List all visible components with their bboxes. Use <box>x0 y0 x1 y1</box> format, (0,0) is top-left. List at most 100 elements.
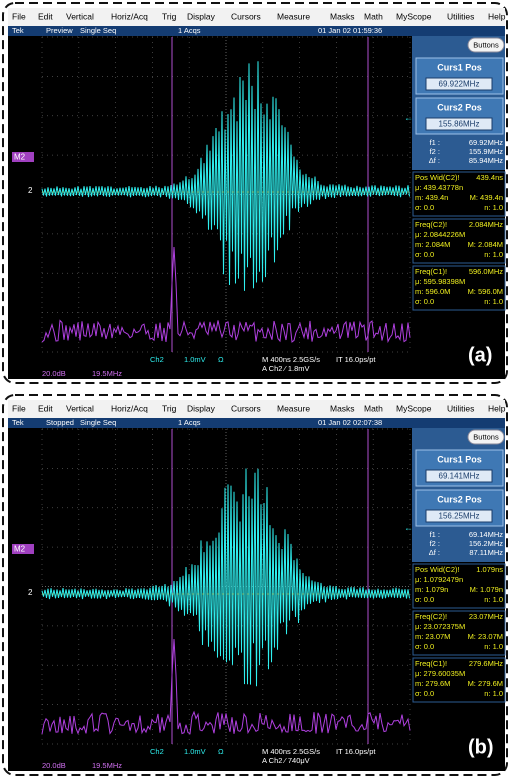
resolution: IT 16.0ps/pt <box>336 355 376 364</box>
measure-stat: M: 23.07M <box>468 632 503 641</box>
cursor-arrow: ← <box>404 112 413 122</box>
menu-item[interactable]: MyScope <box>396 11 432 21</box>
screen <box>8 428 412 771</box>
cursor-value: 155.86MHz <box>439 120 480 129</box>
buttons-btn[interactable] <box>467 429 505 445</box>
buttons-btn[interactable] <box>467 37 505 53</box>
menu-item[interactable]: Display <box>187 11 216 21</box>
cursor-value-box <box>425 77 493 91</box>
status-text: Single Seq <box>80 418 116 427</box>
measure-stat: μ: 1.0792479n <box>415 575 463 584</box>
readout-value: 87.11MHz <box>469 548 503 557</box>
math-freq: 19.5MHz <box>92 369 122 378</box>
channel-marker: 2 <box>28 186 33 195</box>
menu-item[interactable]: Cursors <box>231 403 261 413</box>
measure-title: Pos Wid(C2)! <box>415 173 460 182</box>
panel-label: (b) <box>468 736 494 758</box>
measure-title: Freq(C2)! <box>415 612 447 621</box>
status-text: Preview <box>46 26 73 35</box>
measure-stat: m: 2.084M <box>415 240 450 249</box>
status-text: Tek <box>12 418 24 427</box>
measure-stat: M: 1.079n <box>470 585 503 594</box>
status-text: Stopped <box>46 418 74 427</box>
math-marker-bg <box>12 152 34 162</box>
panel-label: (a) <box>468 344 492 366</box>
menu-item[interactable]: File <box>12 11 26 21</box>
math-scale: 20.0dB <box>42 369 66 378</box>
status-bar <box>8 418 505 428</box>
timebase: M 400ns 2.5GS/s <box>262 747 320 756</box>
channel-label: Ch2 <box>150 747 164 756</box>
measure-stat: M: 2.084M <box>468 240 503 249</box>
menu-item[interactable]: Math <box>364 11 383 21</box>
readout-value: 156.2MHz <box>469 539 503 548</box>
menu-item[interactable]: Help <box>488 403 506 413</box>
menu-item[interactable]: Measure <box>277 403 310 413</box>
menu-item[interactable]: Horiz/Acq <box>111 403 148 413</box>
menu-item[interactable]: Help <box>488 11 506 21</box>
status-text: Tek <box>12 26 24 35</box>
cursor-title: Curs2 Pos <box>437 102 482 112</box>
status-text: Single Seq <box>80 26 116 35</box>
scope-panel: File Edit Vertical Horiz/Acq Trig Display Curs… <box>2 394 508 776</box>
status-text: 1 Acqs <box>178 418 201 427</box>
cursor-title: Curs1 Pos <box>437 62 482 72</box>
measure-stat: m: 279.6M <box>415 679 450 688</box>
channel-label: Ch2 <box>150 355 164 364</box>
math-scale: 20.0dB <box>42 761 66 770</box>
measure-stat: σ: 0.0 <box>415 203 434 212</box>
menu-item[interactable]: Trig <box>162 11 177 21</box>
menu-item[interactable]: Vertical <box>66 11 94 21</box>
measure-title: Pos Wid(C2)! <box>415 565 460 574</box>
measure-stat: n: 1.0 <box>484 642 503 651</box>
status-text: 01 Jan 02 01:59:36 <box>318 26 382 35</box>
measure-stat: n: 1.0 <box>484 203 503 212</box>
channel-coupling: Ω <box>218 355 224 364</box>
measure-box <box>412 218 506 264</box>
menu-item[interactable]: File <box>12 403 26 413</box>
menu-item[interactable]: Cursors <box>231 11 261 21</box>
measure-box <box>412 265 506 311</box>
measure-stat: M: 279.6M <box>468 679 503 688</box>
measure-stat: m: 439.4n <box>415 193 448 202</box>
waveform-ch2 <box>41 61 410 291</box>
math-marker: M2 <box>14 153 26 162</box>
measure-value: 23.07MHz <box>469 612 503 621</box>
measure-stat: n: 1.0 <box>484 250 503 259</box>
measure-title: Freq(C2)! <box>415 220 447 229</box>
readout-value: 69.92MHz <box>469 138 503 147</box>
readout-label: f2 : <box>430 539 440 548</box>
measure-box <box>412 610 506 656</box>
measure-stat: m: 23.07M <box>415 632 450 641</box>
menu-item[interactable]: Masks <box>330 11 355 21</box>
menu-item[interactable]: MyScope <box>396 403 432 413</box>
menu-item[interactable]: Utilities <box>447 11 474 21</box>
menu-item[interactable]: Masks <box>330 403 355 413</box>
menu-item[interactable]: Edit <box>38 11 53 21</box>
cursor-value: 69.922MHz <box>439 80 480 89</box>
status-text: 01 Jan 02 02:07:38 <box>318 418 382 427</box>
measure-value: 596.0MHz <box>469 267 503 276</box>
readout-label: f1 : <box>430 530 440 539</box>
menu-bar <box>8 8 505 26</box>
cursor-title: Curs1 Pos <box>437 454 482 464</box>
waveform-ch2 <box>41 468 410 687</box>
resolution: IT 16.0ps/pt <box>336 747 376 756</box>
waveform-math <box>41 638 411 735</box>
cursor-value: 156.25MHz <box>439 512 480 521</box>
menu-item[interactable]: Edit <box>38 403 53 413</box>
menu-item[interactable]: Measure <box>277 11 310 21</box>
measure-stat: m: 1.079n <box>415 585 448 594</box>
cursor-value: 69.141MHz <box>439 472 480 481</box>
measure-stat: n: 1.0 <box>484 689 503 698</box>
measure-stat: μ: 439.43778n <box>415 183 463 192</box>
menu-item[interactable]: Trig <box>162 403 177 413</box>
channel-coupling: Ω <box>218 747 224 756</box>
menu-item[interactable]: Math <box>364 403 383 413</box>
menu-item[interactable]: Horiz/Acq <box>111 11 148 21</box>
menu-item[interactable]: Display <box>187 403 216 413</box>
menu-item[interactable]: Utilities <box>447 403 474 413</box>
menu-item[interactable]: Vertical <box>66 403 94 413</box>
measure-stat: σ: 0.0 <box>415 642 434 651</box>
